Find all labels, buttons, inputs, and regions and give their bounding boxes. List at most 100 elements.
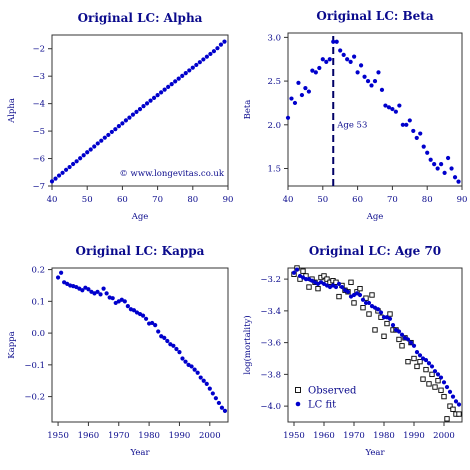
lc-fit-point <box>333 284 339 290</box>
lc-fit-point <box>303 277 309 282</box>
x-tick-label: 70 <box>387 195 398 205</box>
x-tick-label: 50 <box>317 195 328 205</box>
data-point <box>320 57 325 62</box>
data-point <box>180 73 185 79</box>
x-tick-label: 1990 <box>403 431 425 441</box>
data-point <box>144 101 150 106</box>
y-tick-label: 3.0 <box>267 33 281 43</box>
y-tick-label: −3.6 <box>260 339 281 349</box>
y-axis-label: Beta <box>243 100 253 120</box>
x-tick-label: 2000 <box>433 431 455 441</box>
data-point <box>456 179 461 184</box>
lc-fit-point <box>390 323 396 328</box>
data-point <box>369 83 374 88</box>
data-point <box>289 96 294 101</box>
lc-fit-point <box>417 353 423 358</box>
observed-point <box>387 311 393 317</box>
observed-point <box>405 359 411 365</box>
y-axis-label: Kappa <box>7 331 17 358</box>
x-tick-label: 1980 <box>373 431 395 441</box>
data-point <box>123 118 129 123</box>
x-tick-label: 80 <box>422 195 433 205</box>
data-point <box>449 166 454 171</box>
data-point <box>211 49 217 54</box>
observed-point <box>399 343 405 349</box>
observed-point <box>423 366 429 373</box>
data-point <box>299 92 305 98</box>
observed-point <box>381 333 387 339</box>
lc-fit-point <box>360 297 366 302</box>
data-point <box>313 70 318 75</box>
data-point <box>414 135 419 141</box>
data-point <box>439 162 444 167</box>
lc-fit-point <box>357 292 363 298</box>
lc-fit-point <box>429 364 435 369</box>
data-point <box>187 68 192 73</box>
y-tick-label: −7 <box>32 182 45 192</box>
data-point <box>80 288 85 293</box>
x-axis-label: Age <box>366 212 384 222</box>
y-tick-label: 1.5 <box>267 165 281 175</box>
observed-point <box>426 381 432 387</box>
data-point <box>194 62 199 68</box>
data-point <box>306 89 311 94</box>
x-tick-label: 50 <box>82 195 93 205</box>
observed-point <box>450 406 456 412</box>
x-tick-label: 40 <box>47 195 58 205</box>
data-point <box>177 350 182 355</box>
data-point <box>109 129 114 135</box>
data-point <box>341 52 346 57</box>
data-point <box>101 286 106 291</box>
data-point <box>421 144 426 149</box>
data-point <box>383 103 388 108</box>
data-point <box>176 76 181 81</box>
data-point <box>49 179 55 184</box>
data-point <box>155 93 160 98</box>
lc-fit-point <box>339 284 345 290</box>
data-point <box>137 107 143 112</box>
data-point <box>192 367 197 372</box>
lc-fit-point <box>378 310 384 315</box>
x-tick-label: 40 <box>283 195 294 205</box>
data-point <box>180 356 185 361</box>
lc-fit-point <box>450 394 456 399</box>
data-point <box>198 375 203 380</box>
data-point <box>171 343 176 348</box>
data-point <box>156 329 161 334</box>
x-tick-label: 1960 <box>78 431 100 441</box>
data-point <box>99 138 104 143</box>
data-point <box>204 381 209 386</box>
observed-point <box>396 336 402 343</box>
y-tick-label: −0.1 <box>24 361 45 371</box>
data-point <box>127 115 132 120</box>
x-tick-label: 1990 <box>169 431 191 441</box>
data-point <box>98 292 103 297</box>
legend-entry: LC fit <box>308 400 336 411</box>
observed-point <box>441 393 447 400</box>
data-point <box>104 291 109 296</box>
plot-frame <box>287 267 463 423</box>
lc-fit-point <box>444 384 450 390</box>
y-tick-label: 2.5 <box>267 77 281 87</box>
observed-point <box>447 403 453 409</box>
y-tick-label: −3 <box>32 72 45 82</box>
data-point <box>397 103 402 108</box>
data-point <box>435 166 440 171</box>
data-point <box>162 335 167 340</box>
data-point <box>207 386 212 391</box>
data-point <box>372 78 378 84</box>
y-tick-label: −6 <box>32 155 45 165</box>
data-point <box>432 162 437 167</box>
x-tick-label: 1950 <box>47 431 69 441</box>
chart-title: Original LC: Age 70 <box>309 244 441 258</box>
data-point <box>376 70 381 75</box>
data-point <box>81 153 86 158</box>
x-tick-label: 1960 <box>313 431 335 441</box>
lc-fit-point <box>366 300 372 306</box>
data-point <box>216 400 221 406</box>
lc-fit-point <box>381 315 387 320</box>
x-tick-label: 90 <box>223 195 234 205</box>
data-point <box>418 131 423 136</box>
observed-point <box>348 279 354 285</box>
